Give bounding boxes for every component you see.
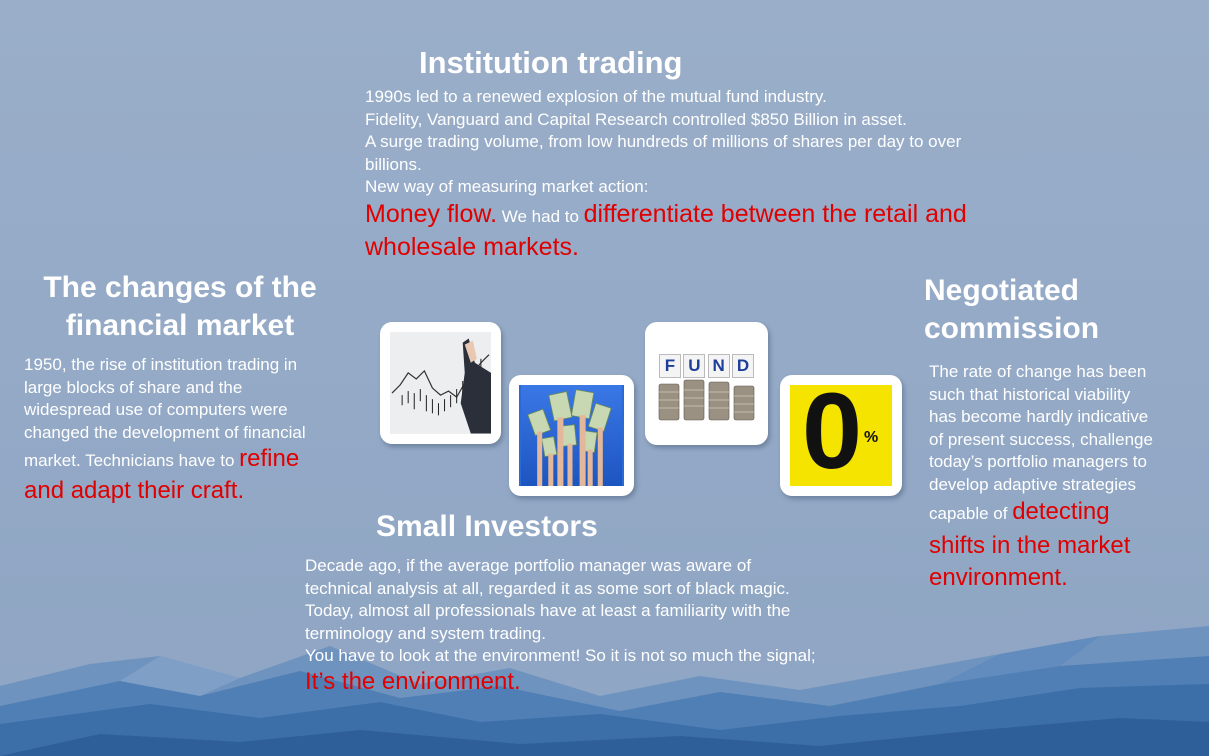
mountain-decoration [0, 626, 1209, 756]
institution-line-money-flow: Money flow. We had to differentiate betw… [365, 199, 967, 232]
institution-line: New way of measuring market action: [365, 177, 649, 196]
detecting-text: detecting [1012, 498, 1110, 525]
negotiated-line: has become hardly indicative [929, 407, 1149, 426]
wholesale-text: wholesale markets. [365, 232, 579, 261]
small-investors-title: Small Investors [376, 510, 598, 543]
we-had-to-text: We had to [497, 206, 584, 226]
changes-line: changed the development of financial [24, 422, 306, 442]
small-line: Decade ago, if the average portfolio man… [305, 556, 752, 575]
stock-chart-image [380, 322, 501, 444]
institution-line: Fidelity, Vanguard and Capital Research … [365, 109, 907, 129]
stock-chart-icon [390, 332, 491, 434]
institution-body: 1990s led to a renewed explosion of the … [365, 86, 967, 263]
small-line: You have to look at the environment! So … [305, 646, 816, 665]
negotiated-line: The rate of change has been [929, 362, 1147, 381]
changes-line: 1950, the rise of institution trading in [24, 355, 298, 374]
institution-line: A surge trading volume, from low hundred… [365, 132, 962, 151]
fund-letter-d: D [731, 354, 754, 378]
money-flow-dot: . [490, 199, 498, 228]
changes-title-line1: The changes of the [43, 271, 317, 304]
its-the-environment-text: It’s the environment. [305, 667, 521, 695]
technicians-text: market. Technicians have to [24, 451, 240, 470]
negotiated-title: Negotiated commission [924, 272, 1099, 348]
small-line: technical analysis at all, regarded it a… [305, 578, 790, 598]
changes-title-line2: financial market [65, 309, 295, 342]
fund-letters: F U N D [659, 354, 754, 378]
environment-text: environment. [929, 564, 1068, 591]
changes-body: 1950, the rise of institution trading in… [24, 354, 306, 506]
negotiated-title-line2: commission [924, 312, 1100, 345]
differentiate-text: differentiate between the retail and [583, 199, 967, 228]
fund-letter-f: F [659, 354, 681, 378]
negotiated-line-detecting: capable of detecting [929, 496, 1153, 530]
dollar-bills-icon [521, 385, 622, 486]
negotiated-title-line1: Negotiated [924, 274, 1080, 307]
money-hands-image [509, 375, 634, 496]
refine-text: refine [239, 445, 300, 472]
small-line: Today, almost all professionals have at … [305, 601, 791, 620]
changes-line-refine: market. Technicians have to refine [24, 444, 306, 476]
institution-line: 1990s led to a renewed explosion of the … [365, 87, 827, 106]
negotiated-line: of present success, challenge [929, 429, 1153, 449]
capable-of-text: capable of [929, 504, 1013, 523]
small-investors-body: Decade ago, if the average portfolio man… [305, 555, 816, 696]
zero-text: 0 [802, 385, 863, 486]
changes-line: widespread use of computers were [24, 400, 288, 419]
fund-coins-image: F U N D [645, 322, 768, 445]
negotiated-line: today’s portfolio managers to [929, 452, 1147, 471]
adapt-craft-text: and adapt their craft. [24, 477, 245, 504]
shifts-text: shifts in the market [929, 532, 1131, 559]
changes-title: The changes of the financial market [35, 269, 325, 345]
institution-line: billions. [365, 154, 422, 174]
coin-stacks-icon [658, 379, 755, 421]
negotiated-line: such that historical viability [929, 384, 1131, 404]
zero-percent-image: 0 % [780, 375, 902, 496]
changes-line: large blocks of share and the [24, 377, 243, 397]
fund-letter-n: N [707, 354, 730, 378]
fund-letter-u: U [683, 354, 706, 378]
small-line: terminology and system trading. [305, 623, 546, 643]
money-flow-text: Money flow [365, 199, 491, 228]
percent-text: % [864, 429, 879, 446]
negotiated-line: develop adaptive strategies [929, 474, 1136, 494]
institution-title: Institution trading [419, 45, 683, 80]
negotiated-body: The rate of change has been such that hi… [929, 361, 1153, 594]
